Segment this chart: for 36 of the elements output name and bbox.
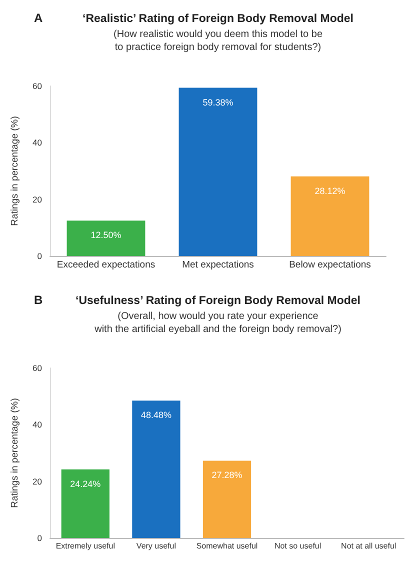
text: A [34,11,43,25]
y-tick-label: 40 [32,138,42,148]
y-tick-label: 60 [32,81,42,91]
chart-subtitle: (Overall, how would you rate your experience with the artificial eyeball and the foreign body removal?) [94,311,342,335]
x-tick-label: Not so useful [274,542,322,550]
y-tick-label: 20 [32,194,42,204]
bar [178,88,258,256]
y-axis-title: Ratings in percentage (%) [10,116,20,226]
y-tick-label: 60 [32,363,42,373]
x-tick-label: Extremely useful [56,542,116,550]
bar [66,220,146,256]
x-tick-label: Very useful [136,542,176,550]
text: B [34,293,43,307]
y-tick-label: 20 [32,476,42,486]
y-tick-label: 0 [37,251,42,261]
x-tick-label: Met expectations [182,260,254,270]
y-tick-label: 0 [37,533,42,543]
y-axis-title: Ratings in percentage (%) [10,398,20,508]
x-tick-label: Somewhat useful [196,542,258,550]
bar [202,460,252,538]
y-tick-label: 40 [32,420,42,430]
bar [61,469,110,538]
bar [132,400,180,538]
chart-title: ‘Usefulness’ Rating of Foreign Body Removal Model [76,295,360,307]
chart-subtitle: (How realistic would you deem this model to be to practice foreign body removal for students?) [114,29,323,53]
x-tick-label: Below expectations [289,260,372,270]
x-tick-label: Exceeded expectations [56,260,156,270]
data-label: 27.28% [212,470,242,480]
data-label: 59.38% [202,97,234,108]
data-label: 12.50% [90,230,122,240]
data-label: 28.12% [314,186,346,196]
data-label: 24.24% [70,478,101,489]
x-tick-label: Not at all useful [341,542,396,550]
chart-title: ‘Realistic’ Rating of Foreign Body Removal Model [82,13,354,25]
data-label: 48.48% [140,410,172,420]
bar [290,176,370,256]
